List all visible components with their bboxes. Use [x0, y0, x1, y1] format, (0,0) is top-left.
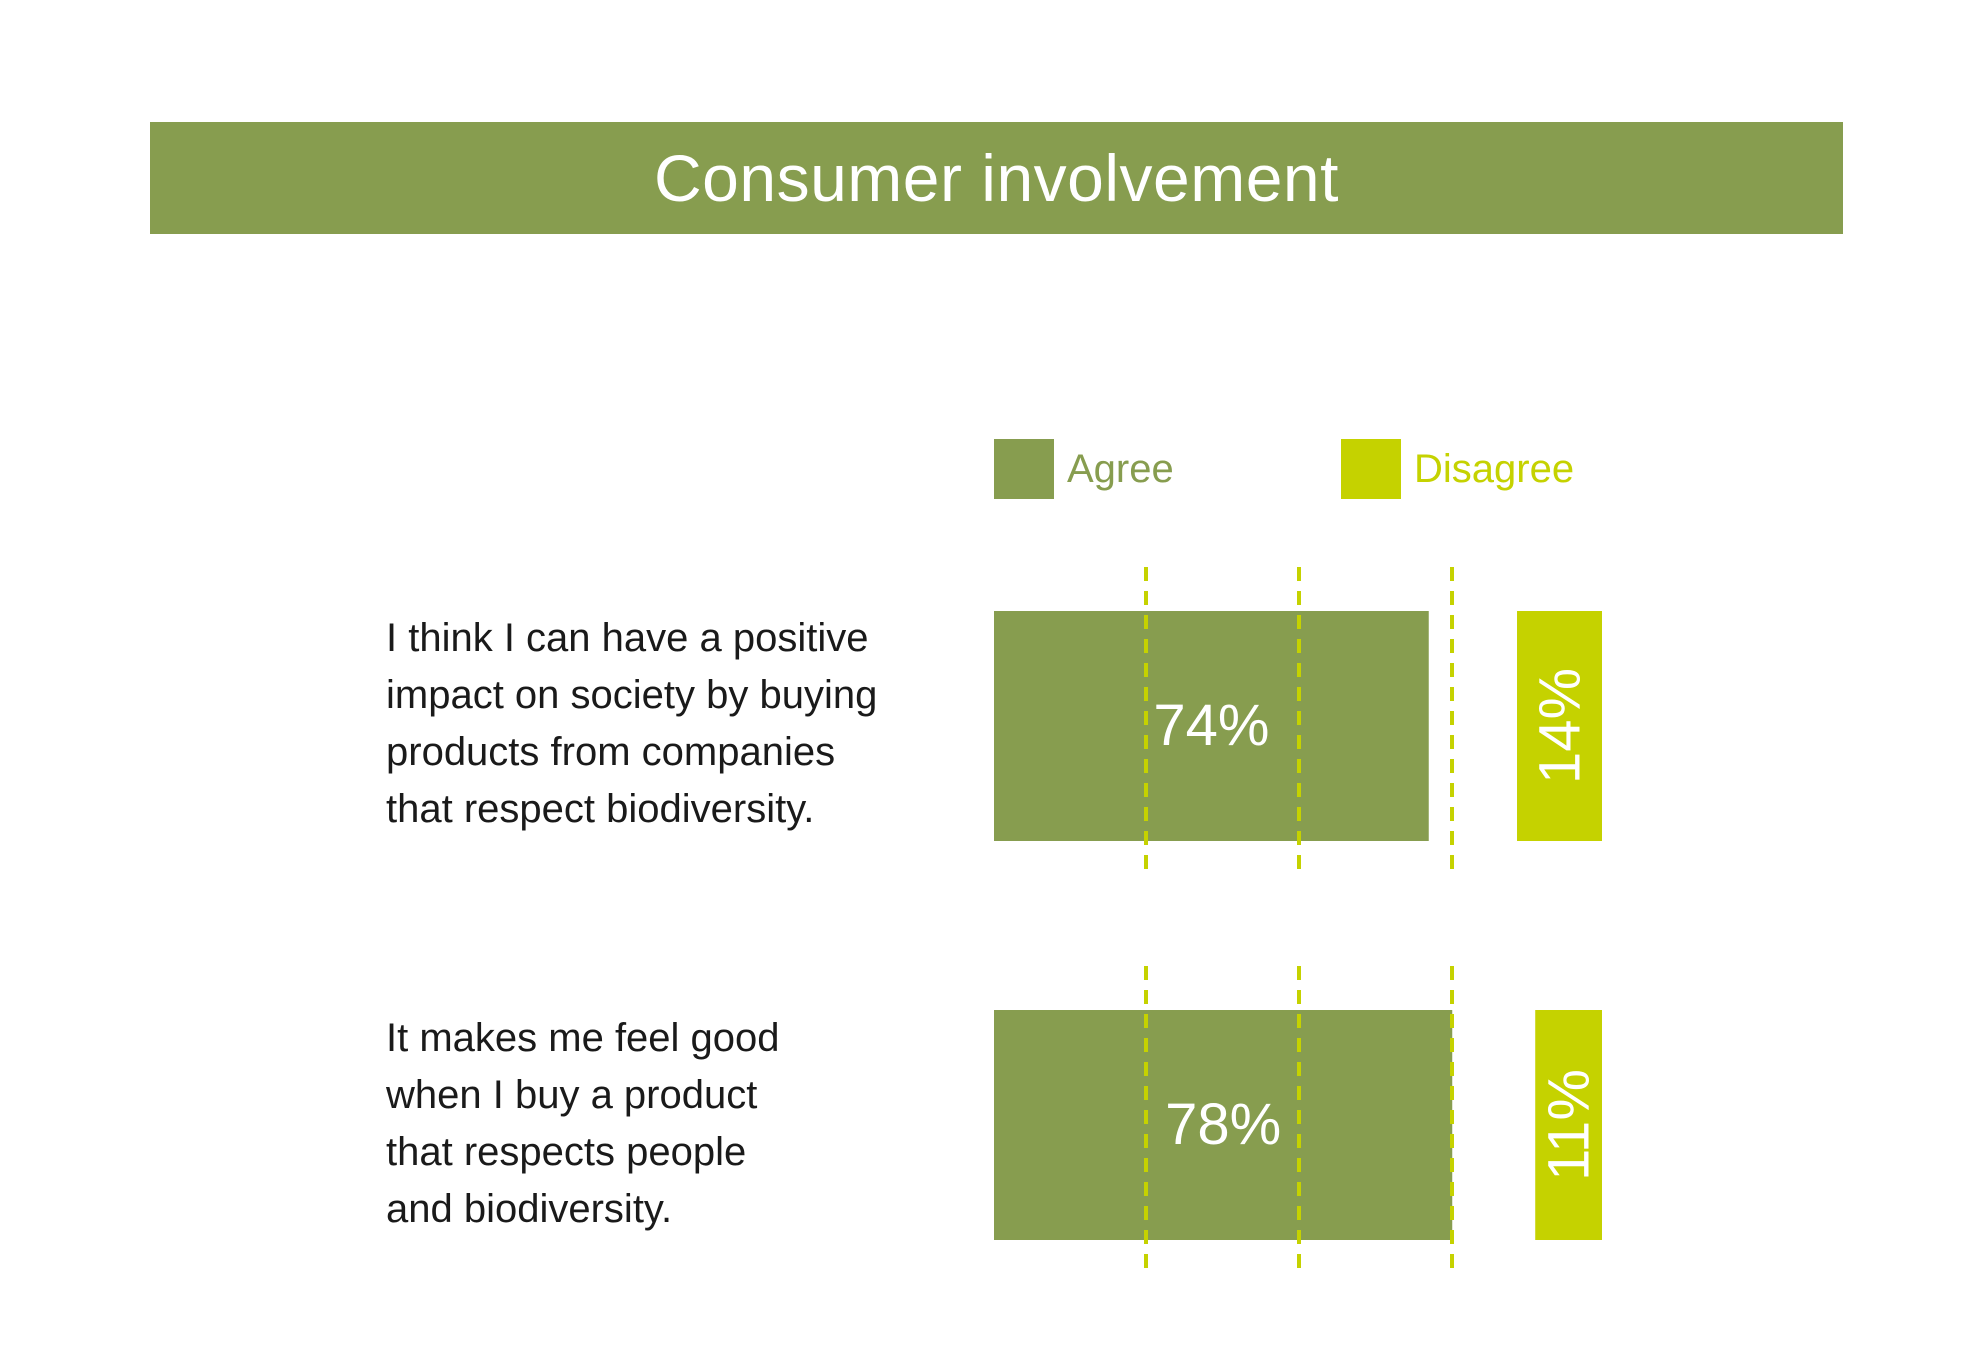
agree-value-label: 74% [1153, 693, 1269, 758]
disagree-value-label: 14% [1528, 668, 1593, 784]
statement-2-line: that respects people [386, 1130, 747, 1174]
legend-disagree-label: Disagree [1414, 447, 1575, 491]
chart-title: Consumer involvement [654, 141, 1339, 215]
agree-value-label: 78% [1165, 1092, 1281, 1157]
statement-1: I think I can have a positive impact on … [386, 610, 1006, 838]
chart-title-bar: Consumer involvement [150, 122, 1843, 234]
statement-1-line: that respect biodiversity. [386, 787, 815, 831]
statement-1-line: I think I can have a positive [386, 616, 869, 660]
agree-bar [994, 611, 1429, 841]
legend-agree-swatch [994, 439, 1054, 499]
statement-2: It makes me feel good when I buy a produ… [386, 1010, 1006, 1238]
statement-2-line: when I buy a product [386, 1073, 758, 1117]
statement-2-line: and biodiversity. [386, 1187, 673, 1231]
legend-disagree-swatch [1341, 439, 1401, 499]
agree-bar [994, 1010, 1453, 1240]
statement-2-line: It makes me feel good [386, 1016, 780, 1060]
disagree-bar [1535, 1010, 1602, 1240]
statement-1-line: products from companies [386, 730, 836, 774]
disagree-bar [1517, 611, 1602, 841]
legend-agree-label: Agree [1067, 447, 1174, 491]
statement-1-line: impact on society by buying [386, 673, 878, 717]
disagree-value-label: 11% [1537, 1069, 1602, 1181]
